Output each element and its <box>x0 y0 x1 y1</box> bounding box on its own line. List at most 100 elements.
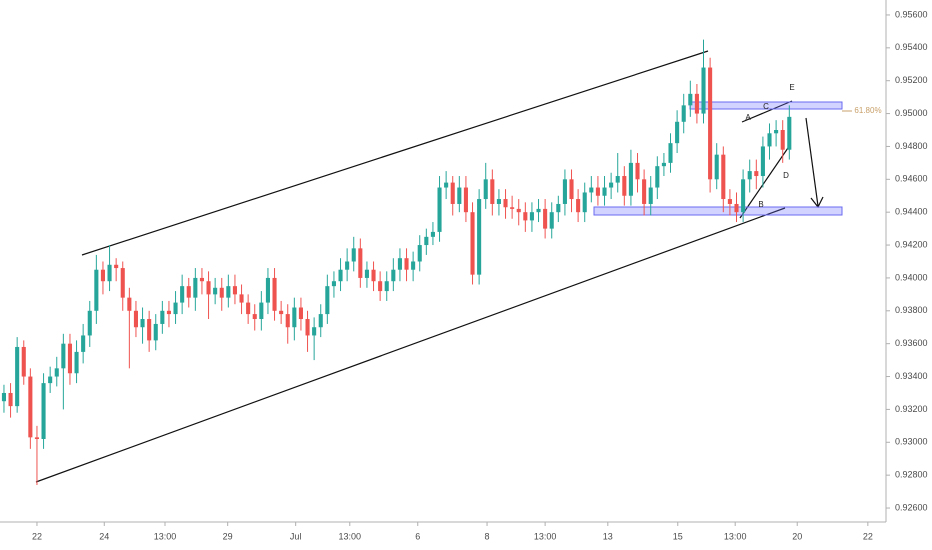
candle-body <box>147 319 152 341</box>
candle-body <box>8 392 13 407</box>
candle-body <box>549 212 554 229</box>
candle-body <box>754 171 759 177</box>
candle-body <box>727 199 732 204</box>
y-tick-label: 0.94400 <box>895 207 928 217</box>
candle-body <box>133 310 138 328</box>
y-tick-label: 0.95600 <box>895 9 928 19</box>
candle-body <box>34 437 40 439</box>
candle-body <box>160 310 165 324</box>
candle-body <box>312 327 317 336</box>
candle-body <box>609 182 614 188</box>
candle-body <box>615 176 620 183</box>
candle-body <box>239 294 244 303</box>
candle-body <box>562 179 567 204</box>
candle-body <box>523 212 528 221</box>
candle-body <box>529 212 534 221</box>
x-tick-label: 24 <box>99 531 109 541</box>
candle-body <box>569 179 574 200</box>
candle-body <box>595 187 600 196</box>
candle-body <box>285 314 290 328</box>
candle-body <box>516 208 521 213</box>
candle-body <box>81 335 86 352</box>
candle-body <box>411 261 416 270</box>
y-tick-label: 0.95400 <box>895 42 928 52</box>
candle-body <box>305 319 310 336</box>
candle-body <box>457 187 462 204</box>
candle-body <box>576 199 581 213</box>
candle-body <box>780 130 785 150</box>
candle-body <box>272 277 277 311</box>
candle-body <box>338 269 343 282</box>
candle-body <box>318 314 323 328</box>
candle-body <box>252 314 257 320</box>
candle-body <box>48 376 53 384</box>
candle-body <box>219 287 224 298</box>
candle-body <box>193 277 198 298</box>
candle-body <box>173 302 178 315</box>
candle-body <box>470 212 475 275</box>
candle-body <box>767 133 772 147</box>
candle-body <box>437 187 442 232</box>
candle-body <box>463 187 468 213</box>
candle-body <box>351 248 356 262</box>
candle-body <box>345 261 350 270</box>
candle-body <box>477 199 482 275</box>
candle-body <box>265 277 270 303</box>
candle-body <box>279 310 284 315</box>
candle-body <box>364 269 369 278</box>
candle-body <box>602 187 607 196</box>
y-tick-label: 0.93200 <box>895 404 928 414</box>
candle-body <box>87 310 92 336</box>
candle-body <box>28 376 33 438</box>
candle-body <box>556 203 561 213</box>
candle-body <box>774 130 779 134</box>
candle-body <box>589 187 594 193</box>
candle-body <box>668 143 673 163</box>
candle-body <box>120 268 125 298</box>
candle-body <box>404 258 409 270</box>
x-tick-label: 29 <box>223 531 233 541</box>
y-tick-label: 0.94200 <box>895 239 928 249</box>
x-tick-label: 13:00 <box>154 531 177 541</box>
channel-bottom <box>35 207 786 483</box>
y-tick-label: 0.95200 <box>895 75 928 85</box>
y-tick-label: 0.94600 <box>895 174 928 184</box>
wave-label: D <box>783 171 789 180</box>
candle-body <box>127 297 132 311</box>
x-tick-label: 13:00 <box>339 531 362 541</box>
candle-body <box>74 351 79 374</box>
candle-body <box>292 307 297 328</box>
candle-body <box>417 245 422 262</box>
candle-body <box>166 310 171 315</box>
candle-body <box>688 93 693 106</box>
candle-body <box>747 171 752 180</box>
x-tick-label: Jul <box>290 531 302 541</box>
candle-body <box>622 176 627 196</box>
candle-body <box>61 343 66 369</box>
candle-body <box>298 307 303 320</box>
candle-body <box>206 281 211 295</box>
candle-body <box>510 207 515 209</box>
candle-body <box>391 269 396 282</box>
candle-body <box>536 208 541 213</box>
candle-body <box>41 383 46 439</box>
y-tick-label: 0.95000 <box>895 108 928 118</box>
wedge-bottom <box>739 144 791 219</box>
candle-body <box>503 199 508 208</box>
candle-body <box>642 179 647 204</box>
candle-body <box>371 269 376 282</box>
candle-body <box>701 67 706 114</box>
y-tick-label: 0.93000 <box>895 437 928 447</box>
x-tick-label: 6 <box>415 531 420 541</box>
candle-body <box>721 154 726 200</box>
wave-label: E <box>789 83 794 92</box>
wave-label: C <box>763 102 769 111</box>
candle-body <box>741 179 746 213</box>
y-tick-label: 0.93800 <box>895 305 928 315</box>
candle-body <box>424 236 429 246</box>
candle-body <box>450 182 455 204</box>
candle-body <box>490 179 495 204</box>
candle-body <box>760 146 765 177</box>
candle-body <box>67 343 73 374</box>
